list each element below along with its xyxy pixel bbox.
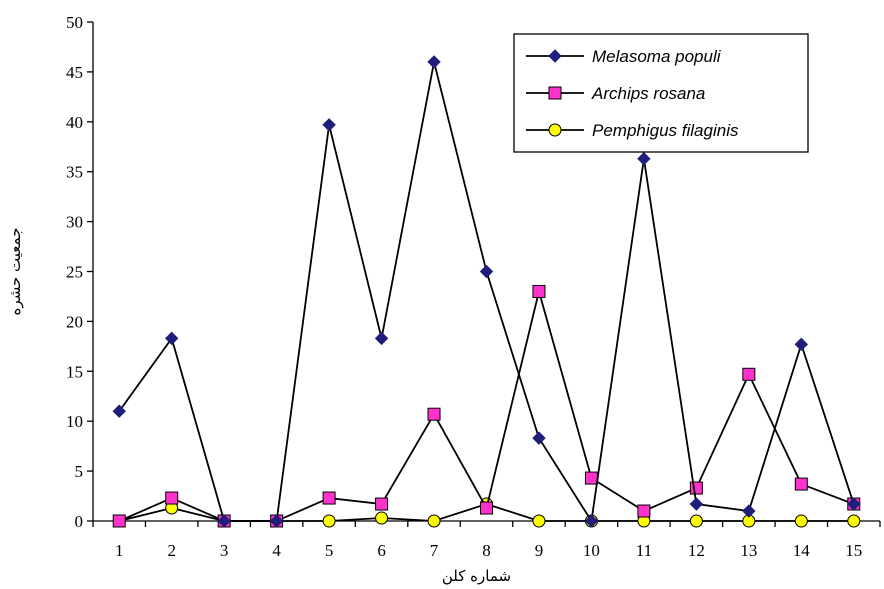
y-tick-label: 30 (66, 213, 83, 232)
series-layer (112, 55, 861, 528)
y-tick-label: 40 (66, 113, 83, 132)
y-tick-label: 20 (66, 312, 83, 331)
data-point-archips-rosana (689, 481, 703, 495)
x-tick-label: 1 (115, 541, 124, 560)
data-point-melasoma-populi (217, 514, 231, 528)
data-point-melasoma-populi (794, 337, 809, 352)
x-tick-label: 3 (220, 541, 229, 560)
data-point-archips-rosana (165, 491, 179, 505)
data-point-pemphigus-filaginis (794, 514, 808, 528)
x-tick-label: 6 (377, 541, 386, 560)
data-point-pemphigus-filaginis (375, 511, 389, 525)
data-point-melasoma-populi (689, 497, 704, 511)
legend-label-pemphigus-filaginis: Pemphigus filaginis (592, 121, 739, 140)
y-tick-label: 10 (66, 412, 83, 431)
data-point-archips-rosana (427, 407, 441, 421)
series-archips-rosana (112, 284, 861, 528)
data-point-melasoma-populi (269, 514, 284, 528)
data-point-archips-rosana (480, 501, 493, 515)
y-tick-label: 5 (75, 462, 84, 481)
y-tick-label: 15 (66, 362, 83, 381)
x-tick-label: 5 (325, 541, 334, 560)
data-point-archips-rosana (584, 471, 598, 485)
data-point-melasoma-populi (479, 264, 494, 279)
series-line-archips-rosana (118, 287, 855, 522)
data-point-pemphigus-filaginis (532, 514, 546, 528)
y-tick-label: 50 (66, 13, 83, 32)
x-tick-label: 12 (688, 541, 705, 560)
y-tick-label: 0 (75, 512, 84, 531)
x-tick-label: 8 (482, 541, 491, 560)
y-axis-title: جمعیت حشره (6, 228, 24, 316)
data-point-melasoma-populi (532, 431, 546, 445)
x-tick-label: 10 (583, 541, 600, 560)
data-point-melasoma-populi (742, 504, 756, 518)
data-point-pemphigus-filaginis (689, 514, 703, 528)
data-point-melasoma-populi (847, 497, 861, 511)
x-tick-label: 9 (535, 541, 544, 560)
series-melasoma-populi (112, 55, 861, 528)
data-point-archips-rosana (112, 514, 126, 528)
x-tick-label: 2 (167, 541, 176, 560)
data-point-pemphigus-filaginis (427, 514, 441, 528)
data-point-melasoma-populi (374, 331, 389, 346)
legend-marker-archips-rosana (548, 86, 562, 100)
data-point-melasoma-populi (427, 55, 441, 69)
legend: Melasoma populi Archips rosana Pemphigus f… (513, 33, 809, 153)
data-point-archips-rosana (794, 477, 808, 491)
y-tick-label: 45 (66, 63, 83, 82)
data-point-archips-rosana (532, 284, 546, 298)
data-point-melasoma-populi (322, 118, 336, 132)
data-point-melasoma-populi (112, 404, 126, 418)
x-axis-title: شماره کلن (442, 567, 511, 585)
x-tick-label: 14 (793, 541, 811, 560)
data-point-melasoma-populi (637, 152, 651, 166)
data-point-archips-rosana (637, 504, 651, 518)
x-tick-label: 7 (430, 541, 439, 560)
data-point-pemphigus-filaginis (847, 514, 861, 528)
data-point-archips-rosana (742, 367, 756, 381)
data-point-archips-rosana (375, 497, 389, 511)
data-point-pemphigus-filaginis (322, 514, 336, 528)
legend-label-archips-rosana: Archips rosana (591, 84, 705, 103)
legend-marker-pemphigus-filaginis (548, 123, 562, 137)
y-tick-label: 35 (66, 163, 83, 182)
data-point-archips-rosana (322, 491, 336, 505)
data-point-melasoma-populi (584, 514, 599, 528)
x-tick-label: 11 (636, 541, 652, 560)
x-tick-label: 13 (740, 541, 757, 560)
x-tick-label: 15 (845, 541, 862, 560)
x-tick-label: 4 (272, 541, 281, 560)
y-tick-label: 25 (66, 263, 83, 282)
legend-marker-melasoma-populi (548, 49, 562, 63)
legend-label-melasoma-populi: Melasoma populi (592, 47, 722, 66)
data-point-melasoma-populi (164, 331, 179, 346)
